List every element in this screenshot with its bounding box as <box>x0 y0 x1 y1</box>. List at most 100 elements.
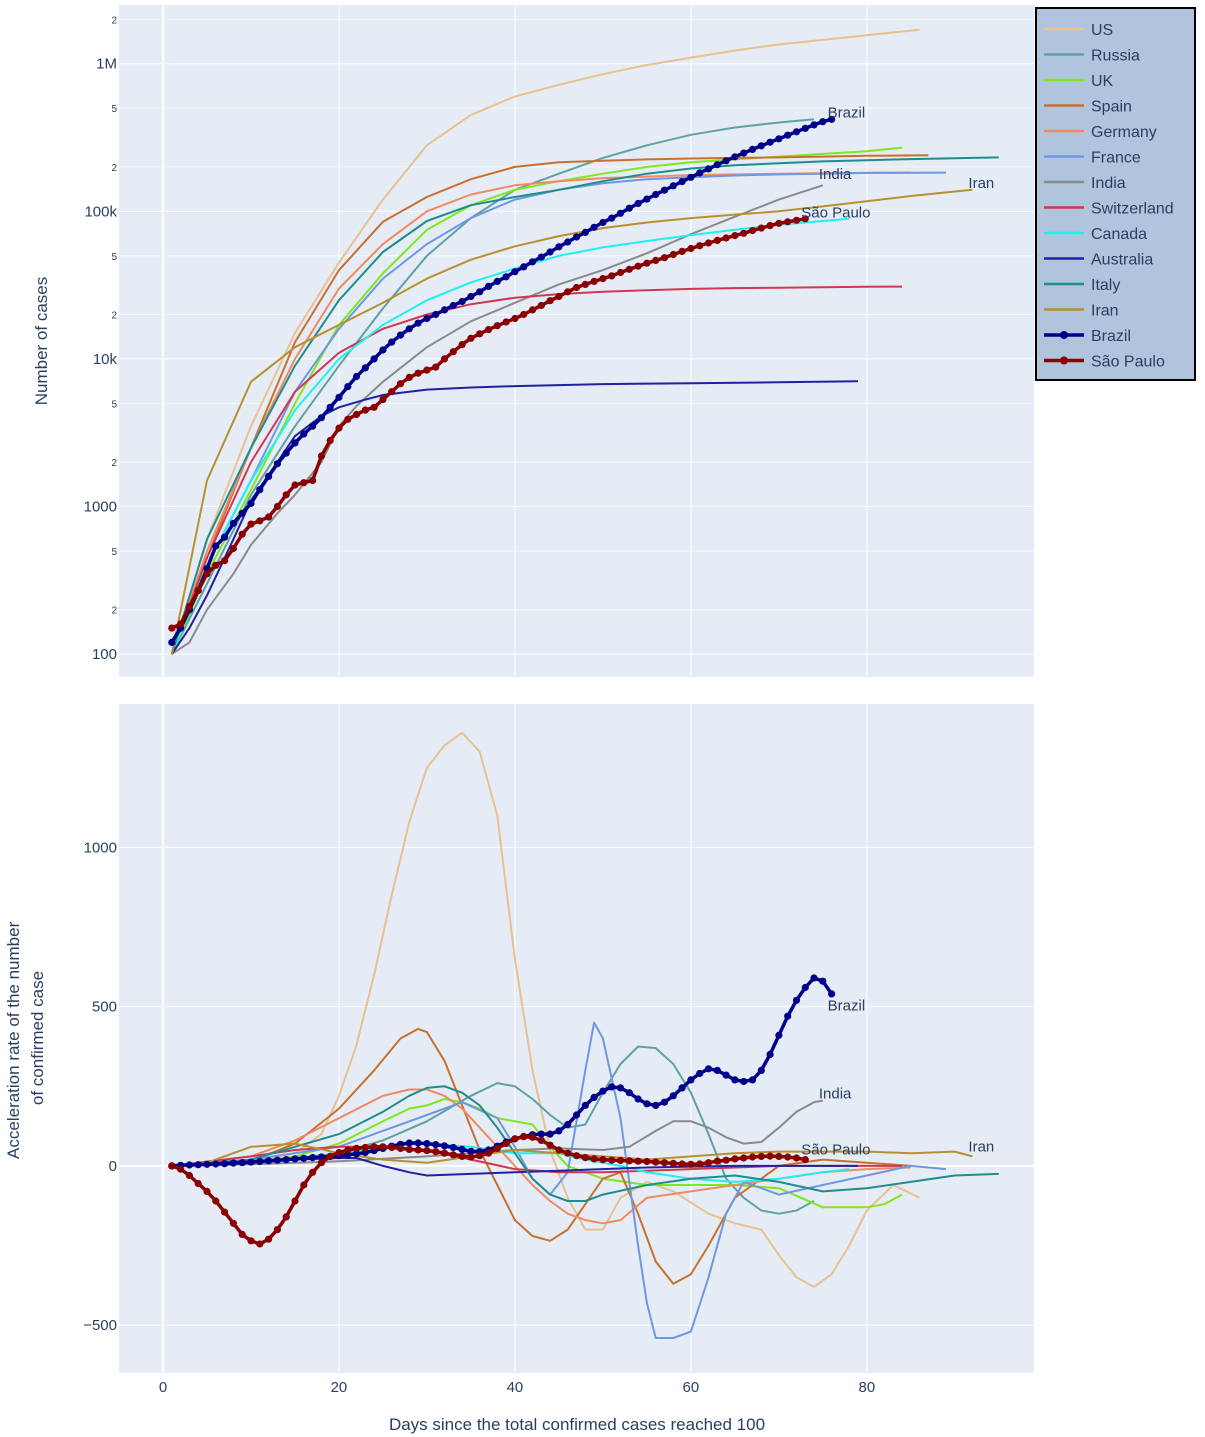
top-point-sao-paulo[interactable] <box>185 603 193 611</box>
top-point-sao-paulo[interactable] <box>696 242 704 250</box>
bottom-point-sao-paulo[interactable] <box>247 1237 255 1245</box>
top-point-brazil[interactable] <box>704 165 713 173</box>
top-point-sao-paulo[interactable] <box>396 380 405 388</box>
top-point-sao-paulo[interactable] <box>458 341 466 349</box>
bottom-point-brazil[interactable] <box>221 1160 229 1168</box>
top-series-india[interactable] <box>171 184 824 655</box>
bottom-point-sao-paulo[interactable] <box>713 1157 721 1165</box>
top-point-brazil[interactable] <box>537 253 545 261</box>
bottom-point-sao-paulo[interactable] <box>273 1226 281 1234</box>
bottom-point-sao-paulo[interactable] <box>300 1181 308 1189</box>
bottom-point-brazil[interactable] <box>273 1156 281 1164</box>
top-point-brazil[interactable] <box>520 263 528 271</box>
legend-item-switzerland[interactable]: Switzerland <box>1044 201 1174 218</box>
top-point-brazil[interactable] <box>493 277 501 285</box>
top-point-sao-paulo[interactable] <box>300 479 308 487</box>
top-point-brazil[interactable] <box>229 519 237 527</box>
top-point-sao-paulo[interactable] <box>177 620 185 628</box>
top-point-sao-paulo[interactable] <box>766 222 774 230</box>
bottom-point-brazil[interactable] <box>757 1066 765 1074</box>
bottom-series-india[interactable] <box>171 1099 823 1167</box>
top-point-sao-paulo[interactable] <box>467 334 475 342</box>
bottom-point-brazil[interactable] <box>414 1139 422 1147</box>
bottom-point-brazil[interactable] <box>432 1141 440 1149</box>
bottom-point-sao-paulo[interactable] <box>432 1148 440 1156</box>
bottom-point-sao-paulo[interactable] <box>476 1152 484 1160</box>
bottom-point-sao-paulo[interactable] <box>309 1168 317 1176</box>
top-point-brazil[interactable] <box>652 190 660 199</box>
bottom-point-brazil[interactable] <box>819 977 827 985</box>
bottom-point-brazil[interactable] <box>238 1159 246 1167</box>
bottom-point-brazil[interactable] <box>405 1139 413 1147</box>
bottom-point-sao-paulo[interactable] <box>177 1165 185 1173</box>
top-series-switzerland[interactable] <box>170 285 903 655</box>
top-series-france[interactable] <box>170 171 947 655</box>
bottom-point-brazil[interactable] <box>660 1098 669 1106</box>
bottom-point-brazil[interactable] <box>669 1092 677 1100</box>
bottom-point-brazil[interactable] <box>309 1154 317 1162</box>
bottom-point-sao-paulo[interactable] <box>238 1230 246 1238</box>
bottom-point-brazil[interactable] <box>801 983 809 992</box>
bottom-point-brazil[interactable] <box>212 1160 220 1168</box>
top-point-brazil[interactable] <box>713 161 721 169</box>
bottom-point-sao-paulo[interactable] <box>731 1155 739 1163</box>
bottom-point-sao-paulo[interactable] <box>221 1208 229 1216</box>
legend-item-germany[interactable]: Germany <box>1044 124 1157 141</box>
bottom-point-brazil[interactable] <box>361 1148 369 1157</box>
bottom-point-sao-paulo[interactable] <box>757 1152 765 1160</box>
bottom-point-sao-paulo[interactable] <box>564 1149 572 1157</box>
legend-item-australia[interactable]: Australia <box>1044 252 1153 269</box>
top-point-brazil[interactable] <box>502 273 510 281</box>
top-point-brazil[interactable] <box>546 248 554 256</box>
top-point-sao-paulo[interactable] <box>309 476 317 485</box>
top-point-brazil[interactable] <box>660 186 669 194</box>
top-point-brazil[interactable] <box>300 430 308 438</box>
bottom-series-canada[interactable] <box>171 1142 850 1183</box>
bottom-point-sao-paulo[interactable] <box>449 1151 457 1159</box>
top-point-sao-paulo[interactable] <box>265 513 273 521</box>
bottom-point-sao-paulo[interactable] <box>766 1152 774 1160</box>
bottom-point-sao-paulo[interactable] <box>696 1160 704 1168</box>
legend-item-iran[interactable]: Iran <box>1044 303 1119 320</box>
bottom-point-sao-paulo[interactable] <box>493 1144 501 1152</box>
bottom-point-sao-paulo[interactable] <box>748 1153 757 1161</box>
bottom-point-sao-paulo[interactable] <box>511 1135 519 1143</box>
bottom-point-brazil[interactable] <box>467 1147 475 1155</box>
top-point-brazil[interactable] <box>344 383 352 391</box>
bottom-point-sao-paulo[interactable] <box>458 1152 466 1160</box>
top-point-brazil[interactable] <box>722 157 730 165</box>
top-point-brazil[interactable] <box>669 182 677 190</box>
top-series-us[interactable] <box>170 28 920 655</box>
bottom-point-sao-paulo[interactable] <box>502 1140 510 1148</box>
top-point-sao-paulo[interactable] <box>792 216 801 224</box>
bottom-point-brazil[interactable] <box>704 1065 713 1073</box>
top-point-sao-paulo[interactable] <box>414 369 422 377</box>
bottom-point-brazil[interactable] <box>784 1012 792 1020</box>
top-point-brazil[interactable] <box>828 115 836 123</box>
top-point-sao-paulo[interactable] <box>634 262 642 270</box>
bottom-point-brazil[interactable] <box>537 1130 545 1138</box>
bottom-series-germany[interactable] <box>171 1088 911 1225</box>
bottom-point-brazil[interactable] <box>608 1083 616 1091</box>
bottom-point-brazil[interactable] <box>546 1130 554 1138</box>
top-point-brazil[interactable] <box>265 472 273 480</box>
bottom-point-sao-paulo[interactable] <box>335 1148 343 1157</box>
top-point-sao-paulo[interactable] <box>599 275 607 283</box>
top-series-spain[interactable] <box>170 154 929 655</box>
bottom-point-sao-paulo[interactable] <box>265 1235 273 1243</box>
bottom-point-sao-paulo[interactable] <box>599 1156 607 1164</box>
bottom-point-brazil[interactable] <box>458 1145 466 1153</box>
bottom-point-brazil[interactable] <box>652 1101 660 1109</box>
bottom-point-sao-paulo[interactable] <box>256 1240 264 1248</box>
top-point-sao-paulo[interactable] <box>273 502 281 511</box>
bottom-point-sao-paulo[interactable] <box>317 1159 325 1167</box>
top-point-brazil[interactable] <box>467 292 475 301</box>
top-point-brazil[interactable] <box>740 149 748 157</box>
bottom-point-sao-paulo[interactable] <box>784 1153 792 1161</box>
top-point-sao-paulo[interactable] <box>256 517 264 525</box>
top-point-sao-paulo[interactable] <box>775 219 783 227</box>
top-point-sao-paulo[interactable] <box>572 283 581 292</box>
top-point-brazil[interactable] <box>335 393 343 401</box>
top-point-brazil[interactable] <box>643 195 651 203</box>
bottom-point-sao-paulo[interactable] <box>555 1146 563 1154</box>
